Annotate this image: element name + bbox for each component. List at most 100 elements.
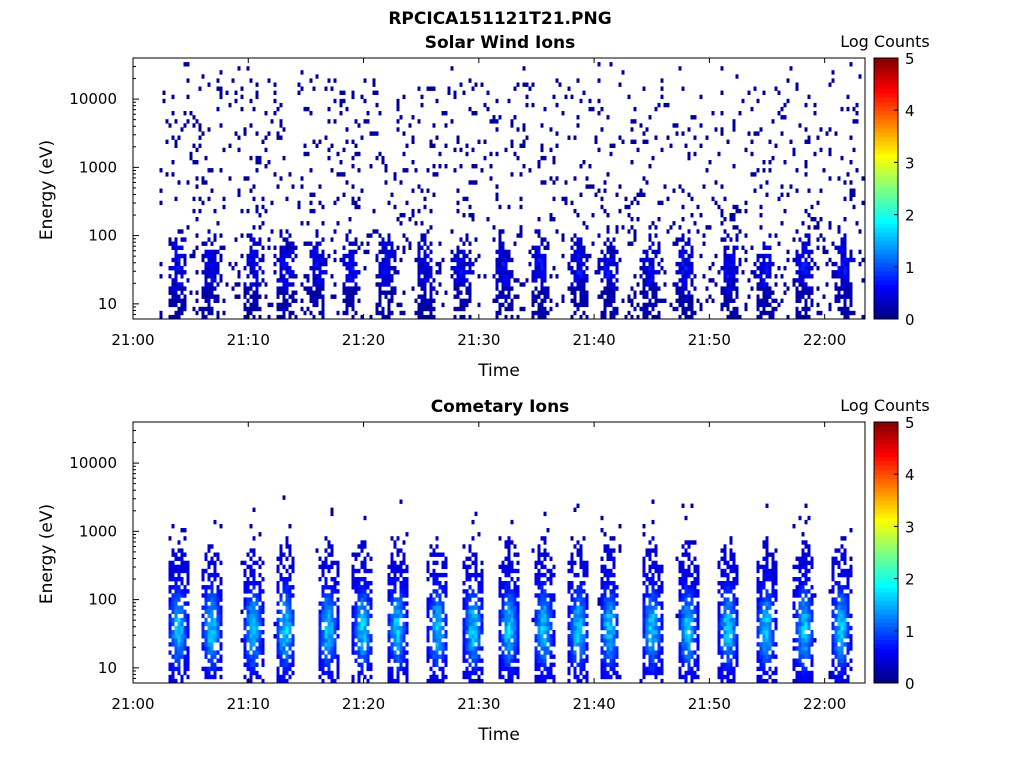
- heatmap-cell: [579, 249, 583, 255]
- heatmap-cell: [504, 593, 508, 598]
- heatmap-cell: [678, 568, 682, 574]
- heatmap-cell: [651, 499, 655, 504]
- heatmap-cell: [279, 617, 283, 623]
- heatmap-cell: [660, 200, 664, 206]
- heatmap-cell: [252, 585, 256, 590]
- heatmap-cell: [390, 564, 394, 570]
- heatmap-cell: [549, 613, 553, 619]
- heatmap-cell: [501, 564, 505, 570]
- heatmap-cell: [660, 601, 664, 606]
- heatmap-cell: [171, 634, 175, 639]
- heatmap-cell: [201, 253, 205, 259]
- heatmap-cell: [471, 572, 475, 578]
- heatmap-cell: [504, 642, 508, 647]
- heatmap-cell: [540, 560, 544, 566]
- heatmap-cell: [312, 302, 316, 308]
- heatmap-cell: [345, 127, 349, 132]
- heatmap-cell: [396, 670, 400, 676]
- heatmap-cell: [276, 286, 280, 291]
- heatmap-cell: [603, 654, 607, 659]
- heatmap-cell: [177, 568, 181, 574]
- heatmap-cell: [468, 286, 472, 291]
- heatmap-cell: [612, 581, 616, 586]
- heatmap-cell: [642, 266, 646, 271]
- heatmap-cell: [255, 294, 259, 299]
- heatmap-cell: [351, 294, 355, 299]
- heatmap-cell: [507, 556, 511, 561]
- heatmap-cell: [171, 597, 175, 602]
- heatmap-cell: [552, 678, 556, 684]
- heatmap-cell: [288, 253, 292, 259]
- heatmap-cell: [546, 625, 550, 631]
- heatmap-cell: [648, 310, 652, 316]
- heatmap-cell: [609, 650, 613, 655]
- heatmap-cell: [615, 674, 619, 680]
- heatmap-cell: [795, 278, 799, 283]
- heatmap-cell: [204, 585, 208, 590]
- heatmap-cell: [762, 302, 766, 308]
- heatmap-cell: [357, 634, 361, 639]
- heatmap-cell: [174, 568, 178, 574]
- heatmap-cell: [285, 589, 289, 594]
- x-tick-label: 21:30: [457, 331, 500, 349]
- heatmap-cell: [276, 302, 280, 308]
- colorbar-frame: [873, 57, 899, 320]
- heatmap-cell: [333, 654, 337, 659]
- heatmap-cell: [276, 306, 280, 312]
- heatmap-cell: [798, 290, 802, 295]
- heatmap-cell: [582, 270, 586, 275]
- heatmap-cell: [357, 670, 361, 676]
- heatmap-cell: [465, 290, 469, 295]
- heatmap-cell: [717, 270, 721, 275]
- heatmap-cell: [279, 253, 283, 259]
- heatmap-cell: [642, 192, 646, 197]
- heatmap-cell: [246, 621, 250, 627]
- heatmap-cell: [213, 568, 217, 574]
- heatmap-cell: [606, 237, 610, 242]
- heatmap-cell: [471, 261, 475, 267]
- heatmap-cell: [303, 151, 307, 157]
- heatmap-cell: [249, 249, 253, 255]
- heatmap-cell: [480, 572, 484, 578]
- heatmap-cell: [543, 548, 547, 553]
- heatmap-cell: [417, 306, 421, 312]
- heatmap-cell: [630, 314, 634, 320]
- heatmap-cell: [768, 233, 772, 238]
- heatmap-cell: [534, 654, 538, 659]
- heatmap-cell: [612, 613, 616, 619]
- heatmap-cell: [609, 625, 613, 631]
- heatmap-cell: [453, 278, 457, 283]
- heatmap-cell: [351, 674, 355, 680]
- heatmap-cell: [543, 106, 547, 112]
- heatmap-cell: [648, 666, 652, 672]
- heatmap-cell: [273, 111, 277, 116]
- heatmap-cell: [684, 249, 688, 255]
- heatmap-cell: [249, 642, 253, 647]
- heatmap-cell: [321, 593, 325, 598]
- heatmap-cell: [273, 634, 277, 639]
- heatmap-cell: [420, 302, 424, 308]
- heatmap-cell: [534, 658, 538, 663]
- heatmap-cell: [660, 613, 664, 619]
- heatmap-cell: [237, 274, 241, 279]
- heatmap-cell: [543, 630, 547, 635]
- heatmap-cell: [543, 552, 547, 557]
- heatmap-cell: [174, 597, 178, 602]
- heatmap-cell: [324, 86, 328, 91]
- heatmap-cell: [243, 642, 247, 647]
- heatmap-cell: [318, 658, 322, 663]
- heatmap-cell: [465, 568, 469, 574]
- heatmap-cell: [429, 302, 433, 308]
- heatmap-cell: [291, 560, 295, 566]
- heatmap-cell: [363, 564, 367, 570]
- heatmap-cell: [756, 168, 760, 173]
- heatmap-cell: [552, 217, 556, 222]
- heatmap-cell: [321, 605, 325, 610]
- heatmap-cell: [219, 646, 223, 651]
- heatmap-cell: [426, 253, 430, 259]
- heatmap-cell: [579, 650, 583, 655]
- heatmap-cell: [480, 678, 484, 684]
- heatmap-cell: [675, 298, 679, 303]
- heatmap-cell: [207, 658, 211, 663]
- heatmap-cell: [582, 286, 586, 291]
